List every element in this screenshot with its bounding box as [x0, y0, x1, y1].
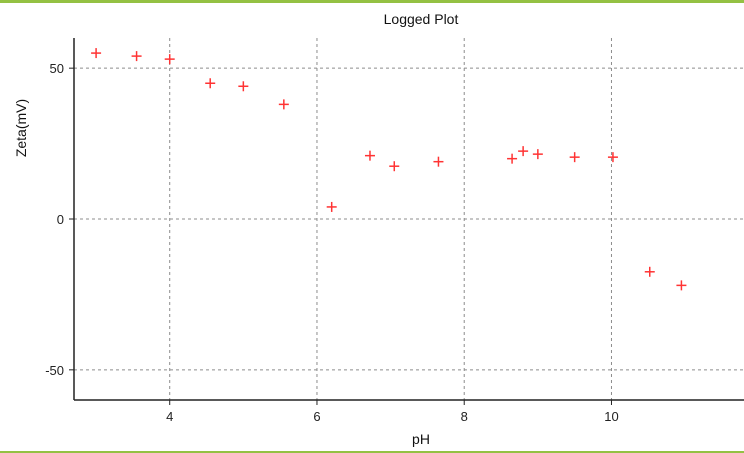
data-point [569, 152, 580, 163]
grid-lines [74, 38, 744, 400]
data-point [164, 54, 175, 65]
tick-labels: 4 6 8 10 -50 0 50 [45, 61, 619, 424]
x-tick-label: 10 [604, 409, 618, 424]
x-tick-label: 6 [313, 409, 320, 424]
x-tick-label: 4 [166, 409, 173, 424]
x-tick-label: 8 [461, 409, 468, 424]
y-axis-label: Zeta(mV) [13, 99, 29, 157]
y-tick-label: 50 [50, 61, 64, 76]
data-points [91, 48, 687, 291]
axes [69, 38, 744, 405]
x-axis-label: pH [412, 431, 430, 447]
data-point [518, 146, 529, 157]
data-point [607, 152, 618, 163]
data-point [507, 153, 518, 164]
data-point [91, 48, 102, 59]
data-point [389, 161, 400, 172]
data-point [644, 266, 655, 277]
data-point [278, 99, 289, 110]
accent-bar-top [0, 0, 744, 3]
data-point [433, 156, 444, 167]
data-point [326, 201, 337, 212]
data-point [364, 150, 375, 161]
chart-title: Logged Plot [384, 11, 459, 27]
y-tick-label: 0 [57, 212, 64, 227]
data-point [205, 78, 216, 89]
y-tick-label: -50 [45, 363, 64, 378]
data-point [676, 280, 687, 291]
data-point [532, 149, 543, 160]
data-point [238, 81, 249, 92]
accent-bar-bottom [0, 451, 744, 453]
data-point [131, 51, 142, 62]
